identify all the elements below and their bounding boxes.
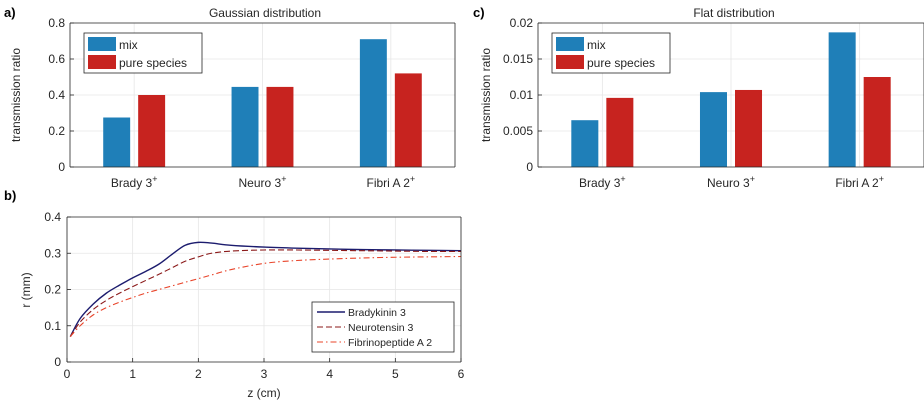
panel-a-plot-area: Brady 3+ Neuro 3+ Fibri A 2+ 0 0.2 0.4 0.6 0.8 m… xyxy=(48,16,456,190)
panel-b-xtick-label: 5 xyxy=(392,367,399,381)
panel-a-bar-mix-3 xyxy=(359,39,387,168)
panel-c-xtick-label: Neuro 3+ xyxy=(707,174,755,190)
panel-b-legend-label: Neurotensin 3 xyxy=(348,322,414,334)
panel-a-legend-label: pure species xyxy=(119,56,187,70)
panel-a-ytick-label: 0 xyxy=(58,160,65,174)
panel-a-ytick-label: 0.6 xyxy=(48,52,65,66)
panel-b-letter: b) xyxy=(4,188,16,203)
panel-a-ylabel: transmission ratio xyxy=(9,48,23,142)
panel-b-ytick-label: 0.2 xyxy=(44,283,61,297)
panel-c-xtick-label: Fibri A 2+ xyxy=(835,174,884,190)
panel-c-flat-bar-chart: c) Flat distribution transmission ratio … xyxy=(473,5,924,190)
panel-c-ytick-label: 0 xyxy=(526,160,533,174)
panel-a-legend-swatch xyxy=(88,37,116,51)
panel-c-bar-pure-1 xyxy=(606,97,634,167)
panel-a-bar-pure-2 xyxy=(266,86,294,167)
panel-c-legend-label: mix xyxy=(587,38,606,52)
panel-b-line-fibrinopeptide xyxy=(69,255,462,337)
panel-b-legend-label: Bradykinin 3 xyxy=(348,307,406,319)
panel-c-ytick-label: 0.005 xyxy=(503,124,533,138)
panel-b-xtick-label: 1 xyxy=(129,367,136,381)
panel-c-letter: c) xyxy=(473,5,485,20)
panel-b-xtick-label: 2 xyxy=(195,367,202,381)
panel-b-plot-area: 0 1 2 3 4 5 6 0 0.1 0.2 0.3 0.4 Bradykinin 3 Neuroten… xyxy=(44,210,464,381)
panel-a-letter: a) xyxy=(4,5,16,20)
panel-c-ytick-label: 0.01 xyxy=(510,88,534,102)
panel-c-ytick-label: 0.02 xyxy=(510,16,534,30)
panel-c-title: Flat distribution xyxy=(693,6,774,20)
panel-b-line-neurotensin xyxy=(69,249,462,337)
panel-c-ytick-label: 0.015 xyxy=(503,52,533,66)
panel-a-xtick-label: Fibri A 2+ xyxy=(367,174,416,190)
panel-b-xtick-label: 3 xyxy=(261,367,268,381)
panel-a-xtick-label: Brady 3+ xyxy=(111,174,158,190)
panel-a-bar-mix-2 xyxy=(231,86,259,167)
panel-b-line-chart: b) r (mm) z (cm) 0 1 2 3 4 5 6 0 0.1 0.2 0.3 0.4 Bra… xyxy=(4,188,465,400)
panel-b-ytick-label: 0.1 xyxy=(44,319,61,333)
panel-b-line-bradykinin xyxy=(69,241,462,337)
panel-b-xtick-label: 0 xyxy=(64,367,71,381)
panel-a-gaussian-bar-chart: a) Gaussian distribution transmission ra… xyxy=(4,5,456,190)
panel-b-ytick-label: 0 xyxy=(54,355,61,369)
panel-a-ytick-label: 0.8 xyxy=(48,16,65,30)
panel-b-xlabel: z (cm) xyxy=(247,386,280,400)
panel-c-bar-mix-2 xyxy=(699,92,727,167)
panel-b-ytick-label: 0.3 xyxy=(44,246,61,260)
panel-c-bar-pure-2 xyxy=(735,89,763,167)
panel-a-ytick-label: 0.4 xyxy=(48,88,65,102)
panel-b-ylabel: r (mm) xyxy=(19,272,33,307)
panel-a-bar-pure-1 xyxy=(138,95,166,167)
panel-c-xtick-label: Brady 3+ xyxy=(579,174,626,190)
panel-a-bar-pure-3 xyxy=(394,73,422,167)
panel-c-legend-swatch xyxy=(556,37,584,51)
panel-a-bar-mix-1 xyxy=(103,117,131,167)
panel-c-legend-label: pure species xyxy=(587,56,655,70)
panel-c-plot-area: Brady 3+ Neuro 3+ Fibri A 2+ 0 0.005 0.01 0.01… xyxy=(503,16,924,190)
panel-a-legend-swatch xyxy=(88,55,116,69)
panel-c-bar-pure-3 xyxy=(863,77,891,167)
panel-a-xtick-label: Neuro 3+ xyxy=(239,174,287,190)
panel-c-ylabel: transmission ratio xyxy=(479,48,493,142)
panel-b-legend-label: Fibrinopeptide A 2 xyxy=(348,337,432,349)
panel-c-legend-swatch xyxy=(556,55,584,69)
panel-a-title: Gaussian distribution xyxy=(209,6,321,20)
panel-b-ytick-label: 0.4 xyxy=(44,210,61,224)
panel-b-xtick-label: 4 xyxy=(326,367,333,381)
panel-b-xtick-label: 6 xyxy=(458,367,465,381)
panel-c-bar-mix-1 xyxy=(571,120,599,167)
panel-a-ytick-label: 0.2 xyxy=(48,124,65,138)
panel-a-legend-label: mix xyxy=(119,38,138,52)
panel-c-bar-mix-3 xyxy=(828,32,856,167)
